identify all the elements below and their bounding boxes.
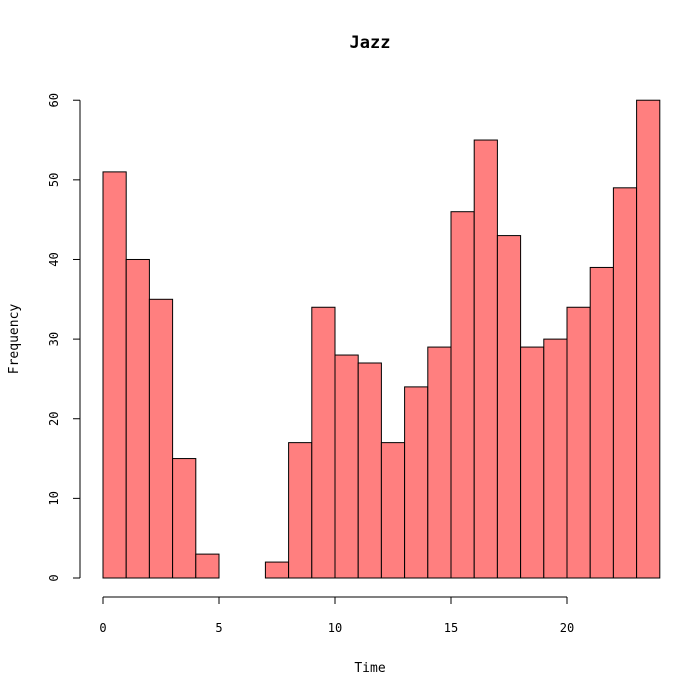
histogram-bar-0 (102, 171, 127, 579)
histogram-bar-12 (380, 442, 406, 579)
histogram-bar-20 (566, 306, 591, 579)
y-tick-label-20: 20 (47, 412, 61, 426)
histogram-bar-10 (334, 354, 359, 579)
histogram-bar-4 (195, 553, 220, 579)
x-tick-label-5: 5 (215, 621, 222, 635)
x-tick-label-0: 0 (99, 621, 106, 635)
histogram-bar-8 (288, 442, 313, 579)
x-axis-label: Time (354, 661, 385, 676)
histogram-bar-14 (427, 346, 452, 579)
y-tick-label-0: 0 (47, 574, 61, 581)
y-tick-label-30: 30 (47, 332, 61, 346)
y-tick-label-50: 50 (47, 173, 61, 187)
histogram-bar-2 (148, 298, 174, 579)
histogram-bar-15 (450, 211, 475, 579)
histogram-bar-13 (404, 386, 429, 579)
histogram-bar-23 (636, 99, 661, 579)
histogram-bar-22 (612, 187, 638, 579)
y-tick-label-60: 60 (47, 93, 61, 107)
histogram-bar-11 (357, 362, 382, 579)
x-tick-label-20: 20 (560, 621, 574, 635)
histogram-bar-1 (125, 258, 150, 579)
histogram-bar-18 (520, 346, 545, 579)
chart-title: Jazz (350, 33, 391, 53)
histogram-bar-9 (311, 306, 336, 579)
histogram-bar-3 (172, 458, 197, 579)
y-axis-label: Frequency (7, 304, 22, 375)
x-tick-label-10: 10 (328, 621, 342, 635)
histogram-bar-17 (496, 235, 522, 579)
y-axis: 0 10 20 30 40 50 60 (47, 93, 81, 582)
histogram-bar-16 (473, 139, 498, 579)
x-tick-label-15: 15 (444, 621, 458, 635)
y-tick-label-40: 40 (47, 252, 61, 266)
y-tick-label-10: 10 (47, 491, 61, 505)
x-axis: 0 5 10 15 20 (99, 596, 574, 635)
bars-group (102, 99, 661, 579)
histogram-bar-7 (264, 561, 290, 579)
histogram-bar-19 (543, 338, 568, 579)
histogram-bar-21 (589, 266, 614, 579)
